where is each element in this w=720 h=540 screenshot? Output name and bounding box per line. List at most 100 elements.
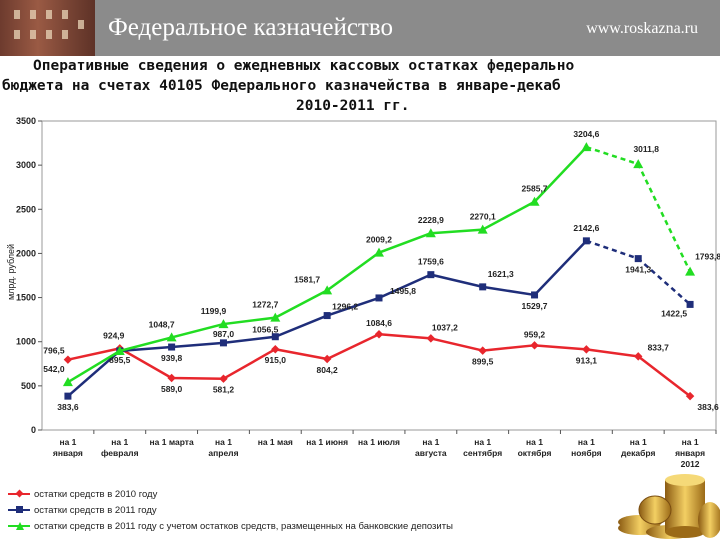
legend-item-2011: остатки средств в 2011 году: [8, 502, 453, 518]
series-2011-data-label: 1621,3: [488, 269, 514, 279]
series-2011-deposits-point: [529, 196, 540, 206]
x-tick-label: на 1: [682, 437, 699, 447]
series-2010-data-label: 796,5: [43, 346, 65, 356]
series-2011-deposits-point: [633, 159, 644, 169]
series-2011-data-label: 1759,6: [418, 257, 444, 267]
series-2010-data-label: 915,0: [265, 355, 287, 365]
series-2010-point: [478, 346, 487, 355]
series-2011-deposits-data-label: 3204,6: [573, 129, 599, 139]
title-line-3: 2010-2011 гг.: [296, 98, 410, 114]
x-tick-label: января: [53, 448, 83, 458]
series-2011-point: [686, 300, 694, 308]
series-2011-data-label: 1056,5: [252, 325, 278, 335]
site-url: www.roskazna.ru: [586, 20, 698, 37]
series-2011-point: [479, 283, 487, 291]
legend-item-2011-deposits: остатки средств в 2011 году с учетом ост…: [8, 518, 453, 534]
series-2011-data-label: 1296,2: [332, 302, 358, 312]
y-tick-label: 3000: [16, 160, 36, 170]
y-tick-label: 3500: [16, 116, 36, 126]
series-2011-data-label: 383,6: [57, 402, 79, 412]
x-tick-label: ноября: [571, 448, 602, 458]
x-tick-label: на 1: [59, 437, 76, 447]
series-2011-deposits-data-label: 2270,1: [470, 212, 496, 222]
series-2011-deposits-point: [218, 319, 229, 329]
series-2011-point: [634, 255, 642, 263]
series-2010-point: [167, 373, 176, 383]
y-tick-label: 0: [31, 425, 36, 435]
series-2011-data-label: 1529,7: [522, 301, 548, 311]
header-banner: Федеральное казначейство www.roskazna.ru: [0, 0, 720, 56]
series-2011-deposits-data-label: 1048,7: [149, 319, 175, 329]
series-2011-deposits-data-label: 1581,7: [294, 274, 320, 284]
y-tick-label: 1000: [16, 337, 36, 347]
series-2010-point: [63, 355, 73, 364]
series-2010-point: [271, 344, 280, 354]
series-2010-data-label: 1037,2: [432, 322, 458, 332]
x-tick-label: апреля: [208, 448, 238, 458]
series-2011-point: [427, 271, 435, 279]
series-2011-data-label: 987,0: [213, 329, 235, 339]
series-2010-data-label: 383,6: [697, 402, 719, 412]
x-tick-label: декабря: [621, 448, 655, 458]
series-2011-deposits-point: [477, 224, 488, 234]
series-2011-deposits-data-label: 1272,7: [252, 300, 278, 310]
series-2011-deposits-data-label: 2009,2: [366, 235, 392, 245]
series-2011-deposits-data-label: 542,0: [43, 364, 65, 374]
series-2010-data-label: 833,7: [648, 342, 670, 352]
series-2010-data-label: 959,2: [524, 329, 546, 339]
org-name: Федеральное казначейство: [108, 14, 393, 41]
gold-coins-image: [618, 474, 720, 539]
x-tick-label: сентября: [463, 448, 502, 458]
series-2010-data-label: 1084,6: [366, 318, 392, 328]
series-2011-point: [582, 237, 590, 245]
series-2011-deposits-data-label: 1793,8: [695, 252, 720, 262]
x-tick-label: на 1: [111, 437, 128, 447]
series-2011-deposits-point: [322, 285, 333, 295]
y-tick-label: 500: [21, 381, 36, 391]
series-2011-point: [323, 312, 331, 320]
series-2010-data-label: 924,9: [103, 330, 125, 340]
building-photo: [0, 0, 95, 56]
legend-item-2010: остатки средств в 2010 году: [8, 486, 453, 502]
series-2011-deposits-data-label: 3011,8: [633, 144, 659, 154]
series-2011-point: [375, 294, 383, 302]
series-2011-data-label: 1941,3: [625, 265, 651, 275]
series-2010-point: [633, 352, 643, 361]
series-2010-point: [426, 334, 436, 343]
series-2011-deposits-point: [425, 228, 436, 238]
series-2011-deposits-point: [62, 377, 73, 387]
x-tick-label: на 1: [630, 437, 647, 447]
series-2010-point: [530, 341, 539, 350]
x-tick-label: августа: [415, 448, 447, 458]
chart-legend: остатки средств в 2010 году остатки сред…: [8, 486, 453, 534]
x-tick-label: на 1 мая: [258, 437, 293, 447]
series-2010-point: [685, 391, 695, 401]
series-2011-deposits-point: [166, 332, 177, 342]
series-2011-deposits-point: [374, 247, 384, 257]
legend-label-2011-deposits: остатки средств в 2011 году с учетом ост…: [34, 520, 453, 532]
x-tick-label: 2012: [681, 459, 700, 469]
series-2011-deposits-data-label: 2585,7: [522, 184, 548, 194]
series-2011-deposits-point: [114, 345, 125, 355]
legend-label-2011: остатки средств в 2011 году: [34, 504, 157, 516]
series-2011-point: [64, 392, 72, 400]
series-2010-data-label: 804,2: [317, 365, 339, 375]
x-tick-label: на 1: [526, 437, 543, 447]
series-2011-deposits-point: [270, 312, 281, 322]
series-2011-data-label: 2142,6: [573, 223, 599, 233]
series-2011-deposits-data-label: 1199,9: [201, 306, 227, 316]
x-tick-label: февраля: [101, 448, 139, 458]
chart-title: Оперативные сведения о ежедневных кассов…: [0, 55, 720, 117]
series-2011-data-label: 1422,5: [661, 308, 687, 318]
series-2011-data-label: 939,8: [161, 353, 183, 363]
x-tick-label: октября: [518, 448, 552, 458]
x-tick-label: на 1: [474, 437, 491, 447]
x-tick-label: на 1 июня: [306, 437, 348, 447]
y-axis-label: млрд. рублей: [6, 244, 16, 300]
x-tick-label: на 1: [422, 437, 439, 447]
title-line-2: бюджета на счетах 40105 Федерального каз…: [2, 78, 561, 94]
series-2010-point: [582, 345, 591, 354]
y-tick-label: 1500: [16, 293, 36, 303]
series-2011-point: [531, 291, 539, 299]
